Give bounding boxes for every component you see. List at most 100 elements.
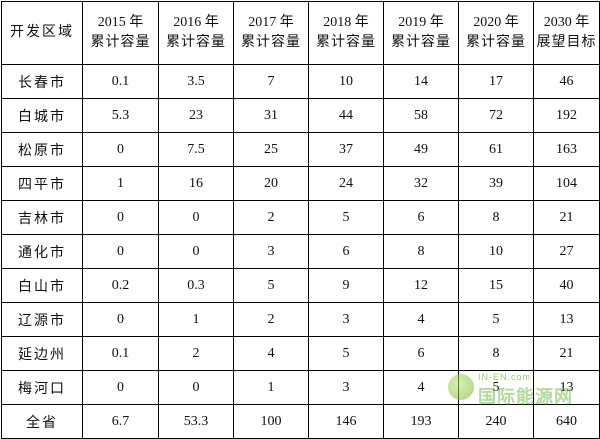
header-subtitle: 累计容量 <box>466 35 526 50</box>
header-year: 2016 年 <box>173 15 219 30</box>
value-cell: 0 <box>158 234 234 269</box>
region-cell: 长春市 <box>1 64 83 99</box>
value-cell: 14 <box>383 64 459 99</box>
value-cell: 44 <box>308 98 384 133</box>
value-cell: 0 <box>82 370 159 405</box>
value-cell: 10 <box>458 234 534 269</box>
region-cell: 辽源市 <box>1 302 83 337</box>
value-cell: 146 <box>308 404 384 439</box>
region-cell: 白山市 <box>1 268 83 303</box>
region-cell: 梅河口 <box>1 370 83 405</box>
value-cell: 6 <box>308 234 384 269</box>
table-row: 梅河口 0 0 1 3 4 5 13 <box>1 370 600 405</box>
value-cell: 2 <box>158 336 234 371</box>
value-cell: 40 <box>533 268 600 303</box>
value-cell: 8 <box>458 200 534 235</box>
region-cell: 松原市 <box>1 132 83 167</box>
value-cell: 58 <box>383 98 459 133</box>
value-cell: 0 <box>82 132 159 167</box>
value-cell: 100 <box>233 404 309 439</box>
value-cell: 2 <box>233 302 309 337</box>
value-cell: 3 <box>308 302 384 337</box>
header-row: 开发区域 2015 年累计容量 2016 年累计容量 2017 年累计容量 20… <box>1 1 600 65</box>
value-cell: 1 <box>158 302 234 337</box>
value-cell: 5 <box>458 370 534 405</box>
value-cell: 0 <box>158 370 234 405</box>
value-cell: 8 <box>383 234 459 269</box>
value-cell: 4 <box>233 336 309 371</box>
value-cell: 1 <box>233 370 309 405</box>
value-cell: 0.3 <box>158 268 234 303</box>
value-cell: 31 <box>233 98 309 133</box>
header-year: 2020 年 <box>473 15 519 30</box>
value-cell: 21 <box>533 336 600 371</box>
region-cell: 全省 <box>1 404 83 439</box>
region-cell: 延边州 <box>1 336 83 371</box>
value-cell: 3 <box>233 234 309 269</box>
target-column-header: 2030 年展望目标 <box>533 1 600 65</box>
table-row: 延边州 0.1 2 4 5 6 8 21 <box>1 336 600 371</box>
header-subtitle: 展望目标 <box>536 35 597 50</box>
header-year: 2019 年 <box>398 15 444 30</box>
value-cell: 37 <box>308 132 384 167</box>
value-cell: 21 <box>533 200 600 235</box>
value-cell: 7.5 <box>158 132 234 167</box>
value-cell: 72 <box>458 98 534 133</box>
year-column-header: 2017 年累计容量 <box>233 1 309 65</box>
value-cell: 7 <box>233 64 309 99</box>
table-row: 辽源市 0 1 2 3 4 5 13 <box>1 302 600 337</box>
header-year: 2018 年 <box>323 15 369 30</box>
value-cell: 46 <box>533 64 600 99</box>
header-year: 2015 年 <box>97 15 144 30</box>
year-column-header: 2019 年累计容量 <box>383 1 459 65</box>
region-cell: 白城市 <box>1 98 83 133</box>
header-subtitle: 累计容量 <box>90 35 151 50</box>
value-cell: 0 <box>82 234 159 269</box>
value-cell: 13 <box>533 370 600 405</box>
value-cell: 4 <box>383 370 459 405</box>
value-cell: 49 <box>383 132 459 167</box>
value-cell: 640 <box>533 404 600 439</box>
table-row: 四平市 1 16 20 24 32 39 104 <box>1 166 600 201</box>
value-cell: 23 <box>158 98 234 133</box>
value-cell: 240 <box>458 404 534 439</box>
value-cell: 0.1 <box>82 336 159 371</box>
value-cell: 3.5 <box>158 64 234 99</box>
value-cell: 17 <box>458 64 534 99</box>
year-column-header: 2016 年累计容量 <box>158 1 234 65</box>
value-cell: 6 <box>383 336 459 371</box>
value-cell: 16 <box>158 166 234 201</box>
region-cell: 吉林市 <box>1 200 83 235</box>
value-cell: 39 <box>458 166 534 201</box>
value-cell: 8 <box>458 336 534 371</box>
value-cell: 25 <box>233 132 309 167</box>
header-year: 2030 年 <box>543 15 590 30</box>
value-cell: 61 <box>458 132 534 167</box>
value-cell: 4 <box>383 302 459 337</box>
table-row: 长春市 0.1 3.5 7 10 14 17 46 <box>1 64 600 99</box>
region-column-header: 开发区域 <box>1 1 83 65</box>
value-cell: 0.1 <box>82 64 159 99</box>
year-column-header: 2015 年累计容量 <box>82 1 159 65</box>
year-column-header: 2018 年累计容量 <box>308 1 384 65</box>
header-year: 2017 年 <box>248 15 294 30</box>
value-cell: 5 <box>458 302 534 337</box>
value-cell: 5 <box>233 268 309 303</box>
value-cell: 0 <box>82 200 159 235</box>
table-row: 吉林市 0 0 2 5 6 8 21 <box>1 200 600 235</box>
value-cell: 5 <box>308 200 384 235</box>
value-cell: 32 <box>383 166 459 201</box>
value-cell: 1 <box>82 166 159 201</box>
value-cell: 104 <box>533 166 600 201</box>
table-row: 白城市 5.3 23 31 44 58 72 192 <box>1 98 600 133</box>
value-cell: 15 <box>458 268 534 303</box>
region-cell: 四平市 <box>1 166 83 201</box>
value-cell: 5.3 <box>82 98 159 133</box>
header-subtitle: 累计容量 <box>241 35 301 50</box>
value-cell: 0 <box>158 200 234 235</box>
value-cell: 6.7 <box>82 404 159 439</box>
header-subtitle: 累计容量 <box>316 35 376 50</box>
value-cell: 24 <box>308 166 384 201</box>
value-cell: 27 <box>533 234 600 269</box>
